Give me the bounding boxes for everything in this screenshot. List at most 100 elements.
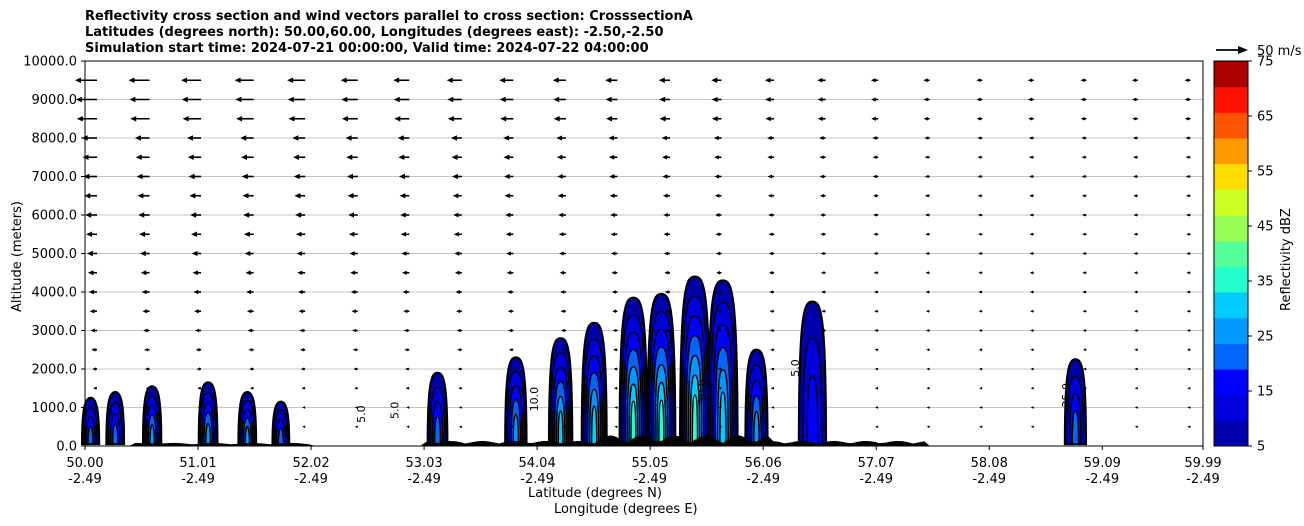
wind-vector <box>819 155 826 160</box>
wind-vector <box>979 425 983 429</box>
wind-vector <box>128 77 150 83</box>
wind-vector <box>664 290 670 294</box>
wind-vector <box>1132 136 1138 140</box>
wind-vector <box>557 174 566 179</box>
quiver-key-label: 50 m/s <box>1257 44 1302 59</box>
wind-vector <box>451 154 462 160</box>
wind-vector <box>400 231 410 237</box>
reflectivity-cell-contour <box>277 427 285 445</box>
wind-vector <box>873 251 879 256</box>
wind-vector <box>500 116 514 122</box>
wind-vector <box>1187 367 1191 371</box>
wind-vector <box>243 231 254 237</box>
reflectivity-cell-contour <box>658 399 665 445</box>
colorbar-tick-label: 35 <box>1257 275 1274 290</box>
wind-vector <box>665 309 670 313</box>
wind-vector <box>874 348 879 352</box>
wind-vector <box>453 212 462 218</box>
wind-vector <box>246 289 254 295</box>
wind-vector <box>458 386 462 390</box>
wind-vector <box>129 96 150 103</box>
wind-vector <box>875 406 879 409</box>
wind-vector <box>1134 425 1138 429</box>
wind-vector <box>771 406 775 409</box>
y-tick-label: 9000.0 <box>32 93 78 108</box>
wind-vector <box>354 386 358 390</box>
x-tick-label-lon: -2.49 <box>1186 472 1220 487</box>
wind-vector <box>1184 116 1191 121</box>
wind-vector <box>610 251 618 256</box>
colorbar-tick-label: 45 <box>1257 220 1274 235</box>
wind-vector <box>1027 78 1034 83</box>
wind-vector <box>447 96 462 103</box>
wind-vector <box>398 173 410 180</box>
wind-vector <box>1028 136 1034 140</box>
wind-vector <box>1028 116 1034 121</box>
wind-vector <box>1184 97 1191 102</box>
wind-vector <box>718 425 722 429</box>
wind-vector <box>874 386 879 390</box>
wind-vector <box>873 271 879 275</box>
wind-vector <box>504 193 514 199</box>
reflectivity-cell-contour <box>205 422 212 445</box>
wind-vector <box>198 425 202 429</box>
wind-vector <box>406 425 410 429</box>
wind-vector <box>711 96 722 103</box>
quiver-key: 50 m/s <box>1216 44 1302 59</box>
wind-vector <box>197 386 202 390</box>
x-tick-label-lat: 50.00 <box>66 456 103 471</box>
wind-vector <box>88 289 97 295</box>
x-tick-label-lat: 55.05 <box>632 456 669 471</box>
wind-vector <box>1134 386 1138 390</box>
reflectivity-cell-contour <box>806 375 819 445</box>
wind-vector <box>560 309 566 314</box>
y-tick-label: 6000.0 <box>32 209 78 224</box>
wind-vector <box>248 348 254 352</box>
wind-vector <box>138 212 150 218</box>
x-axis-label-latitude: Latitude (degrees N) <box>528 486 662 501</box>
wind-vector <box>1081 136 1087 140</box>
wind-vector <box>977 136 983 140</box>
wind-vector <box>1133 232 1138 236</box>
wind-vector <box>1133 290 1138 294</box>
wind-vector <box>561 348 566 352</box>
wind-vector <box>1081 194 1087 198</box>
x-tick-label-lon: -2.49 <box>633 472 667 487</box>
wind-vector <box>397 135 410 141</box>
colorbar-segment <box>1214 292 1248 319</box>
wind-vector <box>822 386 826 390</box>
y-tick-label: 5000.0 <box>32 247 78 262</box>
wind-vector <box>189 193 202 199</box>
wind-vector <box>194 328 202 333</box>
wind-vector <box>296 251 306 256</box>
wind-vector <box>76 116 97 122</box>
wind-vector <box>403 328 410 333</box>
x-tick-label-lon: -2.49 <box>859 472 893 487</box>
wind-vector <box>871 116 879 121</box>
wind-vector <box>399 193 410 199</box>
wind-vector <box>609 193 618 198</box>
wind-vector <box>872 136 879 140</box>
wind-vector <box>925 309 930 313</box>
reflectivity-cell-contour <box>590 405 598 445</box>
wind-vector <box>1082 290 1087 294</box>
wind-vector <box>503 154 514 160</box>
wind-vector <box>659 116 670 122</box>
wind-vector <box>499 77 514 83</box>
wind-vector <box>767 174 775 179</box>
wind-vector <box>873 213 879 217</box>
wind-vector <box>821 290 826 294</box>
wind-vector <box>924 174 930 179</box>
wind-vector <box>351 309 358 314</box>
wind-vector <box>1185 174 1191 179</box>
axes: 0.0 1000.0 2000.0 3000.0 4000.0 5000.0 6000.0 7… <box>23 55 1221 488</box>
wind-vector <box>978 232 983 236</box>
wind-vector <box>764 77 775 83</box>
wind-vector <box>977 155 983 159</box>
wind-vector <box>925 213 930 217</box>
wind-vector <box>302 406 306 409</box>
x-tick-label-lon: -2.49 <box>407 472 441 487</box>
colorbar: 5 15 25 35 45 55 65 75 <box>1213 55 1274 455</box>
wind-vector <box>770 348 775 352</box>
wind-vector <box>1131 78 1138 83</box>
